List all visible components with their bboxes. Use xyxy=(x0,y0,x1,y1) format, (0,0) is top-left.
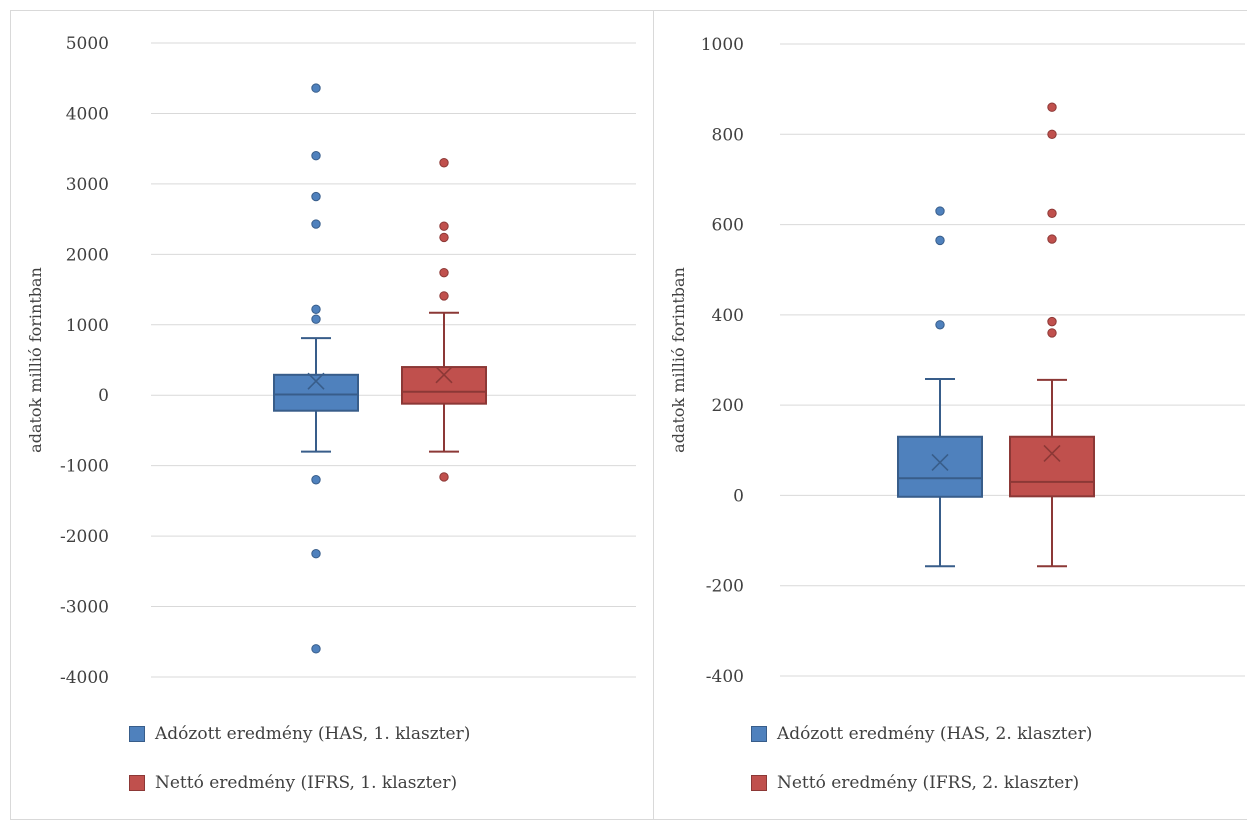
y-tick-label: 0 xyxy=(98,386,109,406)
box-series-0 xyxy=(273,83,359,654)
y-tick-label: 4000 xyxy=(66,104,109,124)
box-iqr xyxy=(897,435,983,498)
mean-marker xyxy=(307,372,325,390)
outlier-point xyxy=(439,472,449,482)
legend-label: Nettó eredmény (IFRS, 1. klaszter) xyxy=(155,773,458,793)
legend-item-left-1: Nettó eredmény (IFRS, 1. klaszter) xyxy=(129,773,457,793)
outlier-point xyxy=(1047,102,1057,112)
legend-label: Adózott eredmény (HAS, 2. klaszter) xyxy=(777,724,1093,744)
legend-item-left-0: Adózott eredmény (HAS, 1. klaszter) xyxy=(129,724,470,744)
outlier-point xyxy=(1047,316,1057,327)
box-iqr xyxy=(401,366,487,405)
outlier-point xyxy=(311,475,321,485)
box-series-0 xyxy=(897,206,983,568)
legend-label: Nettó eredmény (IFRS, 2. klaszter) xyxy=(777,773,1080,793)
box-series-1 xyxy=(1009,102,1095,568)
box-iqr xyxy=(1009,435,1095,498)
outlier-point xyxy=(439,232,449,243)
y-tick-label: -400 xyxy=(706,667,744,687)
y-tick-label: 800 xyxy=(712,125,744,145)
legend-swatch-blue xyxy=(751,726,767,742)
outlier-point xyxy=(1047,234,1057,244)
y-axis-title: adatok millió forintban xyxy=(26,267,45,453)
y-tick-label: 0 xyxy=(733,486,744,506)
outlier-point xyxy=(311,83,321,93)
box-iqr xyxy=(273,373,359,412)
outlier-point xyxy=(311,191,321,202)
outlier-point xyxy=(935,235,945,246)
mean-marker xyxy=(435,366,453,384)
y-tick-label: 1000 xyxy=(701,35,744,55)
legend-item-right-0: Adózott eredmény (HAS, 2. klaszter) xyxy=(751,724,1092,744)
y-tick-label: -200 xyxy=(706,577,744,597)
y-tick-label: -2000 xyxy=(60,527,109,547)
mean-marker xyxy=(1043,444,1061,463)
y-tick-label: 600 xyxy=(712,216,744,236)
chart-panel-right: 1000 800 600 400 200 0 -200 -400 adatok millió f… xyxy=(653,10,1247,820)
outlier-point xyxy=(439,221,449,231)
outlier-point xyxy=(311,219,321,229)
outlier-point xyxy=(311,304,321,314)
chart-panel-left: 5000 4000 3000 2000 1000 0 -1000 -2000 -3000 -400… xyxy=(10,10,654,820)
mean-marker xyxy=(931,453,949,472)
legend-item-right-1: Nettó eredmény (IFRS, 2. klaszter) xyxy=(751,773,1079,793)
y-tick-label: 2000 xyxy=(66,245,109,265)
outlier-point xyxy=(311,314,321,324)
outlier-point xyxy=(935,320,945,330)
outlier-point xyxy=(1047,208,1057,218)
legend-swatch-red xyxy=(129,775,145,791)
y-tick-label: 200 xyxy=(712,396,744,416)
outlier-point xyxy=(1047,328,1057,338)
outlier-point xyxy=(439,291,449,301)
legend-swatch-blue xyxy=(129,726,145,742)
outlier-point xyxy=(439,267,449,278)
y-tick-label: -1000 xyxy=(60,457,109,477)
outlier-point xyxy=(935,206,945,216)
outlier-point xyxy=(311,151,321,161)
boxplot-chart-right: 1000 800 600 400 200 0 -200 -400 adatok millió f… xyxy=(669,35,1245,687)
legend-swatch-red xyxy=(751,775,767,791)
outlier-point xyxy=(1047,129,1057,139)
y-tick-label: -3000 xyxy=(60,598,109,618)
y-tick-label: 5000 xyxy=(66,34,109,54)
y-axis-title: adatok millió forintban xyxy=(669,267,688,453)
legend-label: Adózott eredmény (HAS, 1. klaszter) xyxy=(155,724,471,744)
box-series-1 xyxy=(401,158,487,482)
y-tick-label: 3000 xyxy=(66,175,109,195)
boxplot-chart-left: 5000 4000 3000 2000 1000 0 -1000 -2000 -3000 -400… xyxy=(26,34,636,688)
y-tick-label: 400 xyxy=(712,306,744,326)
outlier-point xyxy=(311,644,321,654)
y-tick-label: -4000 xyxy=(60,668,109,688)
outlier-point xyxy=(311,549,321,559)
y-tick-label: 1000 xyxy=(66,316,109,336)
outlier-point xyxy=(439,158,449,168)
